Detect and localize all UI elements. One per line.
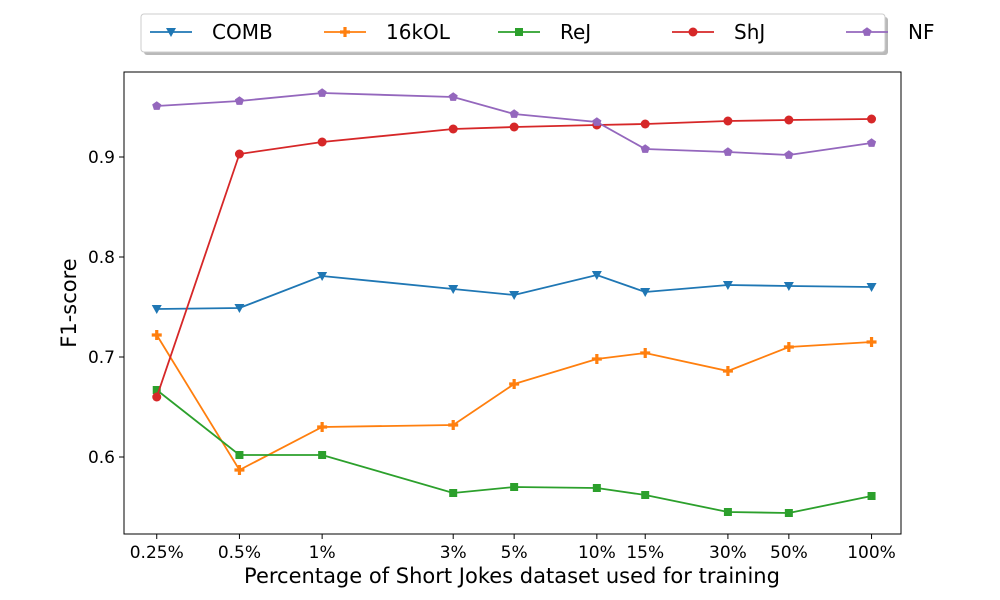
data-point-nf bbox=[448, 92, 458, 101]
data-point-shj bbox=[317, 137, 327, 147]
legend-marker-rej bbox=[515, 28, 523, 36]
legend-item-comb: COMB bbox=[150, 20, 273, 44]
legend-marker-shj bbox=[688, 27, 698, 37]
data-point-comb bbox=[448, 285, 459, 294]
x-tick-label: 50% bbox=[770, 543, 808, 563]
data-point-comb bbox=[317, 272, 328, 281]
x-axis: 0.25% 0.5% 1% 3% 5% 10% 15% 30% 50% 100% bbox=[130, 534, 896, 563]
series-comb bbox=[151, 271, 877, 314]
data-point-rej bbox=[318, 451, 327, 459]
data-point-nf bbox=[317, 88, 327, 97]
series-line-16kol bbox=[155, 334, 872, 472]
data-point-16kol bbox=[151, 330, 162, 340]
x-tick-label: 30% bbox=[709, 543, 747, 563]
data-point-comb bbox=[783, 282, 794, 291]
data-point-comb bbox=[151, 305, 162, 314]
y-tick-label: 0.9 bbox=[88, 148, 115, 168]
y-tick-label: 0.6 bbox=[88, 448, 115, 468]
data-point-nf bbox=[784, 150, 794, 159]
data-point-shj bbox=[152, 392, 162, 402]
x-tick-label: 1% bbox=[309, 543, 336, 563]
x-tick-label: 15% bbox=[626, 543, 664, 563]
plot-area bbox=[123, 71, 902, 535]
legend-label-16kol: 16kOL bbox=[386, 20, 451, 44]
data-point-shj bbox=[784, 115, 794, 125]
data-point-16kol bbox=[640, 348, 651, 358]
data-point-nf bbox=[509, 109, 519, 118]
series-line-shj bbox=[155, 118, 872, 398]
data-point-nf bbox=[866, 138, 877, 147]
series-line-rej bbox=[156, 389, 872, 514]
y-axis: 0.6 0.7 0.8 0.9 bbox=[88, 148, 124, 468]
data-point-rej bbox=[449, 489, 458, 497]
data-point-rej bbox=[867, 492, 876, 500]
series-nf bbox=[152, 88, 877, 159]
data-point-comb bbox=[591, 271, 602, 280]
legend-marker-comb bbox=[166, 28, 176, 37]
data-point-rej bbox=[784, 509, 793, 517]
data-point-nf bbox=[234, 96, 245, 105]
data-point-rej bbox=[510, 483, 519, 491]
data-point-nf bbox=[152, 101, 162, 110]
data-point-comb bbox=[509, 291, 520, 300]
data-point-shj bbox=[867, 114, 877, 124]
x-tick-label: 5% bbox=[501, 543, 528, 563]
legend-item-rej: ReJ bbox=[498, 20, 591, 44]
legend: COMB 16kOL ReJ ShJ NF bbox=[140, 13, 934, 55]
y-tick-label: 0.7 bbox=[88, 348, 115, 368]
data-point-rej bbox=[592, 484, 601, 492]
data-point-shj bbox=[640, 119, 650, 129]
data-point-16kol bbox=[448, 420, 459, 430]
x-tick-label: 0.5% bbox=[218, 543, 261, 563]
data-point-nf bbox=[592, 117, 602, 126]
data-point-comb bbox=[640, 288, 651, 297]
y-tick-label: 0.8 bbox=[88, 248, 115, 268]
data-point-nf bbox=[640, 144, 650, 153]
data-point-16kol bbox=[722, 366, 733, 376]
series-shj bbox=[152, 114, 877, 402]
legend-label-shj: ShJ bbox=[734, 20, 765, 44]
series-16kol bbox=[151, 330, 877, 475]
data-point-comb bbox=[722, 281, 733, 290]
legend-item-nf: NF bbox=[846, 20, 934, 44]
data-point-comb bbox=[866, 283, 877, 292]
x-tick-label: 0.25% bbox=[130, 543, 184, 563]
series-line-comb bbox=[156, 274, 872, 310]
data-point-16kol bbox=[509, 379, 520, 389]
data-point-nf bbox=[723, 147, 733, 156]
data-point-16kol bbox=[866, 337, 877, 347]
series-line-nf bbox=[156, 92, 872, 156]
data-point-shj bbox=[448, 124, 458, 134]
legend-marker-nf bbox=[862, 27, 872, 36]
x-axis-label: Percentage of Short Jokes dataset used f… bbox=[244, 564, 780, 588]
data-point-rej bbox=[152, 386, 161, 394]
data-point-rej bbox=[235, 451, 244, 459]
data-point-shj bbox=[509, 122, 519, 132]
x-tick-label: 10% bbox=[578, 543, 616, 563]
legend-item-16kol: 16kOL bbox=[324, 20, 451, 44]
y-axis-label: F1-score bbox=[57, 258, 81, 347]
data-point-16kol bbox=[317, 422, 328, 432]
x-tick-label: 100% bbox=[847, 543, 896, 563]
data-point-16kol bbox=[783, 342, 794, 352]
data-point-16kol bbox=[591, 354, 602, 364]
legend-label-comb: COMB bbox=[212, 20, 273, 44]
x-tick-label: 3% bbox=[440, 543, 467, 563]
data-point-rej bbox=[723, 508, 732, 516]
legend-box bbox=[140, 13, 886, 53]
legend-item-shj: ShJ bbox=[672, 20, 765, 44]
legend-label-rej: ReJ bbox=[560, 20, 591, 44]
series-rej bbox=[152, 386, 876, 517]
data-point-shj bbox=[723, 116, 733, 126]
series-layer bbox=[151, 88, 877, 517]
legend-marker-16kol bbox=[340, 27, 350, 37]
data-point-16kol bbox=[234, 465, 245, 475]
data-point-rej bbox=[641, 491, 650, 499]
data-point-shj bbox=[234, 149, 244, 159]
data-point-comb bbox=[234, 304, 245, 313]
legend-label-nf: NF bbox=[908, 20, 934, 44]
